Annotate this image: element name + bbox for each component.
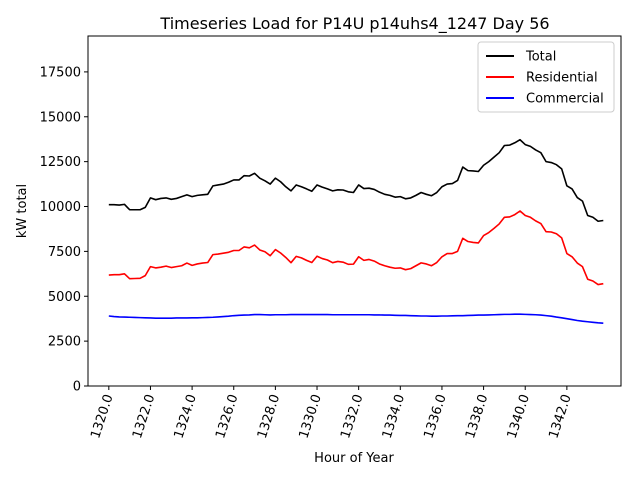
x-tick-label: 1324.0 [172, 393, 200, 441]
x-tick-label: 1326.0 [213, 393, 241, 441]
x-axis-label: Hour of Year [314, 451, 394, 466]
series-line-commercial [108, 313, 604, 324]
series-line-total [108, 138, 604, 223]
x-axis: 1320.0 1322.0 1324.0 1326.0 1328.0 1330.0 1332… [88, 386, 575, 441]
legend-label-residential: Residential [526, 71, 598, 86]
plot-lines [108, 138, 604, 324]
series-line-residential [108, 210, 604, 286]
x-tick-label: 1342.0 [546, 393, 574, 441]
y-tick-label: 12500 [40, 155, 81, 170]
legend-label-commercial: Commercial [526, 92, 604, 107]
x-tick-label: 1328.0 [255, 393, 283, 441]
plot-frame [87, 35, 622, 387]
y-tick-label: 2500 [48, 335, 81, 350]
y-tick-label: 17500 [40, 65, 81, 80]
x-tick-label: 1338.0 [463, 393, 491, 441]
x-tick-label: 1336.0 [421, 393, 449, 441]
x-tick-label: 1322.0 [130, 393, 158, 441]
y-tick-label: 7500 [48, 245, 81, 260]
x-tick-label: 1340.0 [505, 393, 533, 441]
x-tick-label: 1334.0 [380, 393, 408, 441]
x-tick-label: 1320.0 [88, 393, 116, 441]
x-tick-label: 1332.0 [338, 393, 366, 441]
y-tick-label: 15000 [40, 110, 81, 125]
x-tick-label: 1330.0 [296, 393, 324, 441]
legend: Total Residential Commercial [477, 41, 615, 113]
chart-title: Timeseries Load for P14U p14uhs4_1247 Da… [159, 14, 549, 34]
y-tick-label: 0 [73, 380, 81, 395]
legend-label-total: Total [525, 50, 556, 65]
y-axis-label: kW total [15, 184, 30, 238]
legend-box [477, 41, 615, 113]
y-tick-label: 5000 [48, 290, 81, 305]
y-axis: 0 2500 5000 7500 10000 12500 15000 17500 [40, 65, 88, 395]
y-tick-label: 10000 [40, 200, 81, 215]
